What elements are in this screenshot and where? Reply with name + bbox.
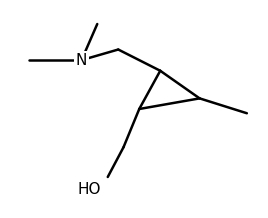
Text: N: N	[76, 53, 87, 68]
Text: HO: HO	[78, 182, 101, 197]
